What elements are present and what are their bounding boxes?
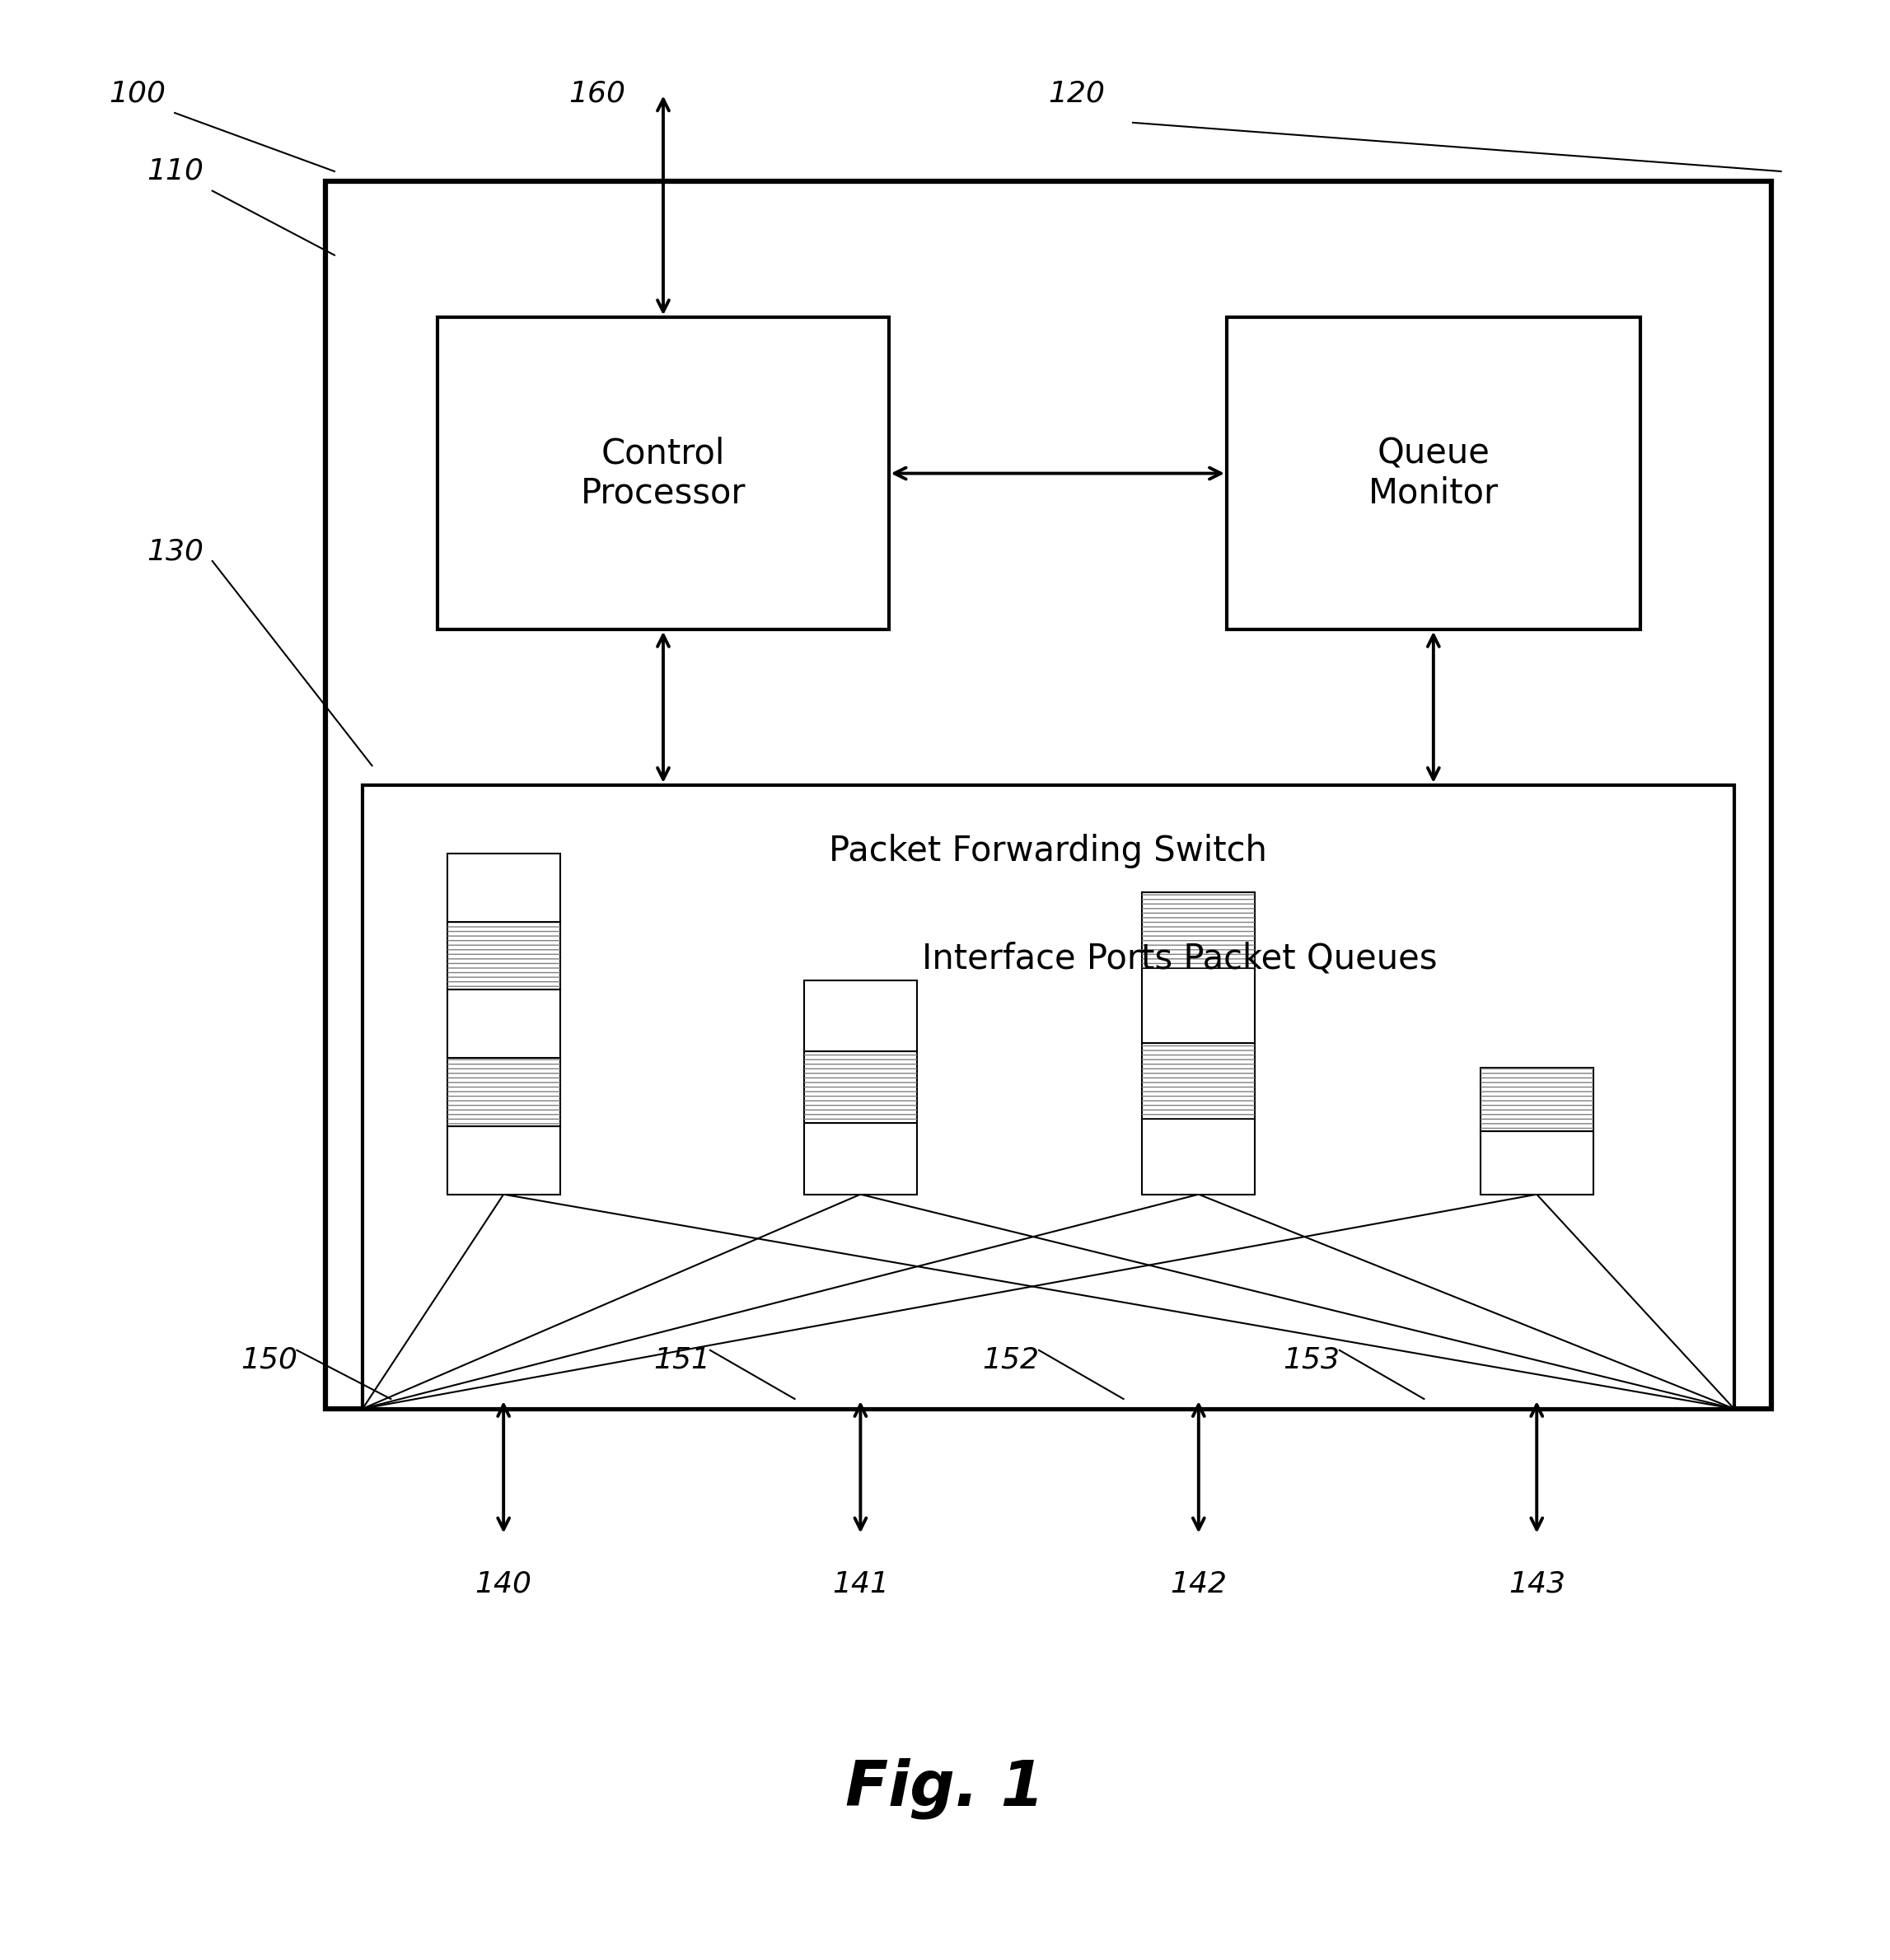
Bar [448, 990, 559, 1058]
Bar [1142, 1119, 1255, 1194]
Bar [803, 1123, 917, 1194]
Bar [1142, 892, 1255, 968]
Text: 151: 151 [654, 1347, 711, 1374]
Bar [803, 1051, 917, 1123]
Bar [325, 180, 1771, 1409]
Text: 140: 140 [474, 1570, 531, 1597]
Text: 143: 143 [1508, 1570, 1565, 1597]
Text: 153: 153 [1283, 1347, 1340, 1374]
Bar [448, 921, 559, 990]
Bar [1142, 968, 1255, 1043]
Bar [438, 318, 888, 629]
Bar [1480, 1131, 1593, 1194]
Bar [448, 921, 559, 990]
Bar [1142, 892, 1255, 968]
Bar [1142, 1043, 1255, 1119]
Text: Packet Forwarding Switch: Packet Forwarding Switch [830, 833, 1268, 868]
Text: 150: 150 [240, 1347, 297, 1374]
Bar [1227, 318, 1641, 629]
Bar [803, 980, 917, 1051]
Text: Queue
Monitor: Queue Monitor [1368, 435, 1499, 512]
Text: 152: 152 [983, 1347, 1040, 1374]
Bar [448, 853, 559, 921]
Bar [1480, 1068, 1593, 1131]
Text: Fig. 1: Fig. 1 [845, 1758, 1045, 1819]
Text: Control
Processor: Control Processor [580, 435, 747, 512]
Text: 130: 130 [147, 537, 204, 564]
Text: 160: 160 [569, 80, 626, 108]
Bar [363, 786, 1733, 1409]
Text: Interface Ports Packet Queues: Interface Ports Packet Queues [922, 941, 1438, 976]
Bar [448, 1058, 559, 1127]
Text: 141: 141 [832, 1570, 888, 1597]
Text: 120: 120 [1049, 80, 1106, 108]
Text: 100: 100 [110, 80, 166, 108]
Bar [1480, 1068, 1593, 1131]
Text: 142: 142 [1170, 1570, 1227, 1597]
Text: 110: 110 [147, 157, 204, 186]
Bar [1142, 1043, 1255, 1119]
Bar [803, 1051, 917, 1123]
Bar [448, 1058, 559, 1127]
Bar [448, 1127, 559, 1194]
